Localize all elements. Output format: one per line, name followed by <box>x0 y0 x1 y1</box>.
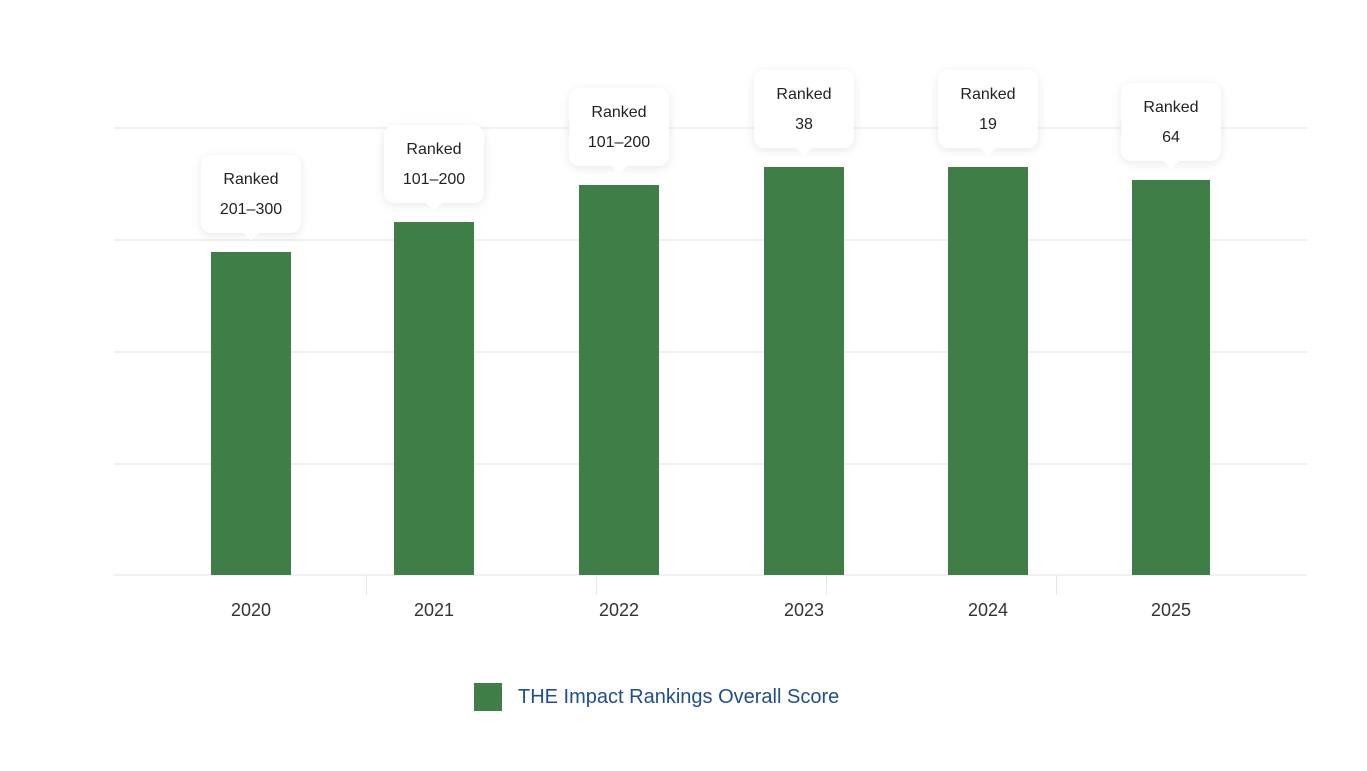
gridline <box>114 239 1307 241</box>
tooltip-label: Ranked <box>591 104 647 121</box>
bar-2024[interactable] <box>948 167 1028 575</box>
tooltip-rank-value: 101–200 <box>587 134 651 151</box>
gridline <box>114 463 1307 465</box>
tooltip-label: Ranked <box>406 141 462 158</box>
rank-tooltip-2023: Ranked 38 <box>754 70 854 156</box>
x-axis-label-2025: 2025 <box>1150 600 1192 620</box>
tooltip-rank-value: 19 <box>979 116 997 133</box>
bar-2021[interactable] <box>394 222 474 575</box>
legend-swatch <box>474 683 502 711</box>
rank-tooltip-2020: Ranked 201–300 <box>201 155 301 241</box>
rank-tooltip-2021: Ranked 101–200 <box>384 125 484 211</box>
x-axis-label-2020: 2020 <box>230 600 272 620</box>
x-axis-tick <box>826 575 827 595</box>
tooltip-label: Ranked <box>776 86 832 103</box>
x-axis-label-2024: 2024 <box>967 600 1009 620</box>
x-axis-tick <box>1056 575 1057 595</box>
x-axis-line <box>114 574 1307 576</box>
tooltip-rank-value: 64 <box>1162 129 1180 146</box>
x-axis-label-2023: 2023 <box>783 600 825 620</box>
bar-2020[interactable] <box>211 252 291 575</box>
tooltip-rank-value: 38 <box>795 116 813 133</box>
x-axis-tick <box>366 575 367 595</box>
bar-2023[interactable] <box>764 167 844 575</box>
chart-plot-area: Ranked 201–300 2020 Ranked 101–200 2021 Ranked… <box>114 70 1307 620</box>
rank-tooltip-2022: Ranked 101–200 <box>569 88 669 174</box>
legend-label: THE Impact Rankings Overall Score <box>518 685 840 708</box>
bar-2025[interactable] <box>1132 180 1210 575</box>
tooltip-label: Ranked <box>223 171 279 188</box>
tooltip-rank-value: 201–300 <box>219 201 283 218</box>
bar-2022[interactable] <box>579 185 659 575</box>
gridline <box>114 351 1307 353</box>
rank-tooltip-2025: Ranked 64 <box>1121 83 1221 169</box>
gridline <box>114 127 1307 129</box>
x-axis-label-2021: 2021 <box>413 600 455 620</box>
tooltip-rank-value: 101–200 <box>402 171 466 188</box>
rank-tooltip-2024: Ranked 19 <box>938 70 1038 156</box>
x-axis-label-2022: 2022 <box>598 600 640 620</box>
chart-legend[interactable]: THE Impact Rankings Overall Score <box>474 683 839 711</box>
x-axis-tick <box>596 575 597 595</box>
tooltip-label: Ranked <box>960 86 1016 103</box>
tooltip-label: Ranked <box>1143 99 1199 116</box>
